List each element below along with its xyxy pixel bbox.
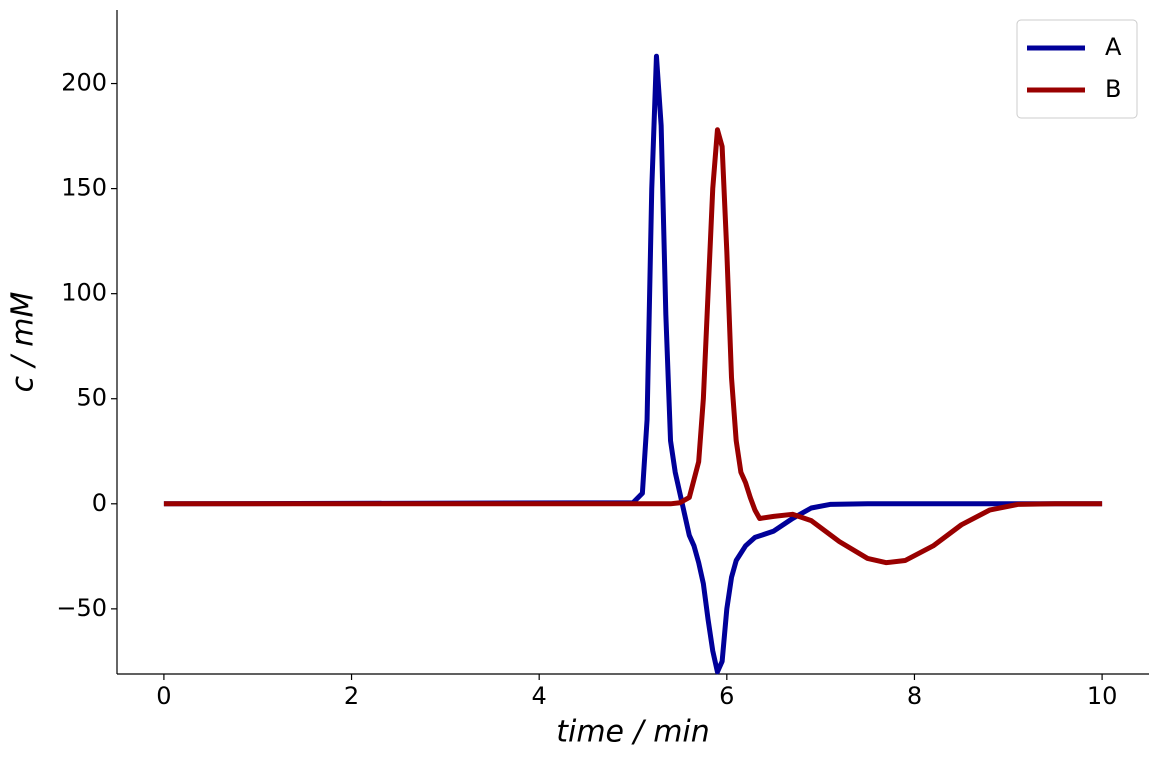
legend-box (1016, 19, 1138, 119)
y-tick-label: 100 (61, 279, 107, 307)
y-tick-label: 50 (76, 384, 107, 412)
x-tick-label: 0 (156, 682, 171, 710)
y-tick-label: 150 (61, 174, 107, 202)
x-tick-label: 4 (532, 682, 547, 710)
y-tick-label: 0 (92, 489, 107, 517)
x-tick-label: 2 (344, 682, 359, 710)
legend-label: B (1105, 75, 1121, 103)
line-series (163, 53, 1103, 675)
y-axis-title: c / mM (6, 291, 41, 392)
y-tick-label: −50 (56, 594, 107, 622)
x-tick-label: 10 (1087, 682, 1118, 710)
y-tick-label: 200 (61, 69, 107, 97)
legend-label: A (1105, 33, 1122, 61)
x-axis-title: time / min (556, 715, 710, 750)
line-series (163, 127, 1103, 566)
x-tick-label: 6 (719, 682, 734, 710)
x-tick-label: 8 (907, 682, 922, 710)
